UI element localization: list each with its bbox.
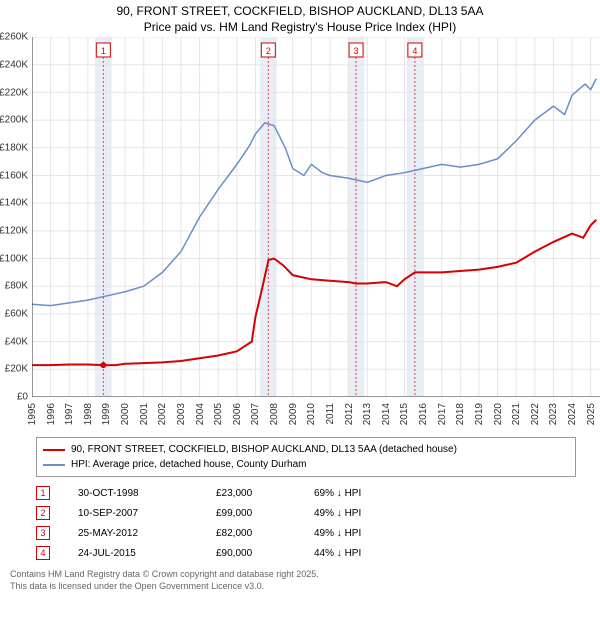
plot-area: 1234 £0£20K£40K£60K£80K£100K£120K£140K£1… bbox=[32, 37, 600, 397]
x-tick-label: 2006 bbox=[232, 403, 243, 425]
x-tick-label: 2005 bbox=[213, 403, 224, 425]
transaction-price: £82,000 bbox=[216, 528, 286, 539]
x-tick-label: 2024 bbox=[567, 403, 578, 425]
y-tick-label: £140K bbox=[0, 198, 28, 209]
transaction-row: 2 10-SEP-2007 £99,000 49% ↓ HPI bbox=[36, 503, 590, 523]
x-tick-label: 2012 bbox=[344, 403, 355, 425]
transaction-row: 4 24-JUL-2015 £90,000 44% ↓ HPI bbox=[36, 543, 590, 563]
y-tick-label: £200K bbox=[0, 115, 28, 126]
y-tick-label: £20K bbox=[5, 364, 28, 375]
x-tick-label: 2019 bbox=[474, 403, 485, 425]
transaction-date: 30-OCT-1998 bbox=[78, 488, 188, 499]
x-tick-label: 2004 bbox=[195, 403, 206, 425]
x-tick-label: 2016 bbox=[418, 403, 429, 425]
x-tick-label: 2000 bbox=[120, 403, 131, 425]
legend-label: 90, FRONT STREET, COCKFIELD, BISHOP AUCK… bbox=[71, 442, 457, 457]
marker-number: 2 bbox=[266, 46, 271, 56]
transaction-delta: 44% ↓ HPI bbox=[314, 548, 361, 559]
x-tick-label: 2011 bbox=[325, 403, 336, 425]
y-tick-label: £220K bbox=[0, 87, 28, 98]
transaction-marker: 4 bbox=[36, 546, 50, 560]
y-tick-label: £240K bbox=[0, 59, 28, 70]
transaction-marker: 2 bbox=[36, 506, 50, 520]
legend: 90, FRONT STREET, COCKFIELD, BISHOP AUCK… bbox=[36, 437, 576, 477]
x-tick-label: 2021 bbox=[511, 403, 522, 425]
transaction-row: 1 30-OCT-1998 £23,000 69% ↓ HPI bbox=[36, 483, 590, 503]
marker-number: 4 bbox=[412, 46, 417, 56]
title-line-1: 90, FRONT STREET, COCKFIELD, BISHOP AUCK… bbox=[0, 4, 600, 20]
legend-swatch bbox=[43, 449, 65, 451]
x-tick-label: 1996 bbox=[46, 403, 57, 425]
transaction-row: 3 25-MAY-2012 £82,000 49% ↓ HPI bbox=[36, 523, 590, 543]
y-tick-label: £40K bbox=[5, 336, 28, 347]
y-tick-label: £80K bbox=[5, 281, 28, 292]
transaction-price: £99,000 bbox=[216, 508, 286, 519]
x-tick-label: 2018 bbox=[455, 403, 466, 425]
y-tick-label: £60K bbox=[5, 309, 28, 320]
transaction-marker: 3 bbox=[36, 526, 50, 540]
x-tick-label: 2008 bbox=[269, 403, 280, 425]
legend-row: HPI: Average price, detached house, Coun… bbox=[43, 457, 569, 472]
series-hpi bbox=[32, 79, 596, 306]
transaction-date: 24-JUL-2015 bbox=[78, 548, 188, 559]
x-tick-label: 1995 bbox=[27, 403, 38, 425]
legend-swatch bbox=[43, 464, 65, 466]
plot-svg: 1 2 3 4 bbox=[32, 37, 600, 397]
x-tick-label: 1997 bbox=[64, 403, 75, 425]
x-tick-label: 2022 bbox=[530, 403, 541, 425]
y-tick-label: £180K bbox=[0, 142, 28, 153]
chart-container: 90, FRONT STREET, COCKFIELD, BISHOP AUCK… bbox=[0, 0, 600, 620]
title-line-2: Price paid vs. HM Land Registry's House … bbox=[0, 20, 600, 36]
y-tick-label: £0 bbox=[17, 392, 28, 403]
transaction-marker: 1 bbox=[36, 486, 50, 500]
transaction-price: £23,000 bbox=[216, 488, 286, 499]
x-tick-label: 1999 bbox=[101, 403, 112, 425]
x-tick-label: 2020 bbox=[493, 403, 504, 425]
x-tick-label: 2017 bbox=[437, 403, 448, 425]
transaction-date: 10-SEP-2007 bbox=[78, 508, 188, 519]
transaction-delta: 69% ↓ HPI bbox=[314, 488, 361, 499]
transaction-delta: 49% ↓ HPI bbox=[314, 508, 361, 519]
x-tick-label: 2013 bbox=[362, 403, 373, 425]
x-tick-label: 2007 bbox=[250, 403, 261, 425]
x-tick-label: 2009 bbox=[288, 403, 299, 425]
legend-row: 90, FRONT STREET, COCKFIELD, BISHOP AUCK… bbox=[43, 442, 569, 457]
x-tick-label: 2015 bbox=[399, 403, 410, 425]
y-tick-label: £120K bbox=[0, 226, 28, 237]
y-tick-label: £160K bbox=[0, 170, 28, 181]
x-tick-label: 2001 bbox=[139, 403, 150, 425]
footer: Contains HM Land Registry data © Crown c… bbox=[10, 569, 590, 592]
x-tick-label: 2002 bbox=[157, 403, 168, 425]
legend-label: HPI: Average price, detached house, Coun… bbox=[71, 457, 307, 472]
x-tick-label: 2023 bbox=[548, 403, 559, 425]
transaction-delta: 49% ↓ HPI bbox=[314, 528, 361, 539]
marker-number: 1 bbox=[101, 46, 106, 56]
x-tick-label: 1998 bbox=[83, 403, 94, 425]
chart-title: 90, FRONT STREET, COCKFIELD, BISHOP AUCK… bbox=[0, 0, 600, 37]
transaction-price: £90,000 bbox=[216, 548, 286, 559]
marker-number: 3 bbox=[354, 46, 359, 56]
transactions-table: 1 30-OCT-1998 £23,000 69% ↓ HPI 2 10-SEP-2007… bbox=[36, 483, 590, 563]
x-tick-label: 2025 bbox=[586, 403, 597, 425]
x-tick-label: 2014 bbox=[381, 403, 392, 425]
x-tick-label: 2003 bbox=[176, 403, 187, 425]
footer-line-2: This data is licensed under the Open Gov… bbox=[10, 581, 590, 593]
footer-line-1: Contains HM Land Registry data © Crown c… bbox=[10, 569, 590, 581]
y-tick-label: £260K bbox=[0, 32, 28, 43]
x-tick-label: 2010 bbox=[306, 403, 317, 425]
y-tick-label: £100K bbox=[0, 253, 28, 264]
transaction-date: 25-MAY-2012 bbox=[78, 528, 188, 539]
price-point bbox=[100, 362, 106, 368]
series-price_paid bbox=[32, 220, 596, 365]
